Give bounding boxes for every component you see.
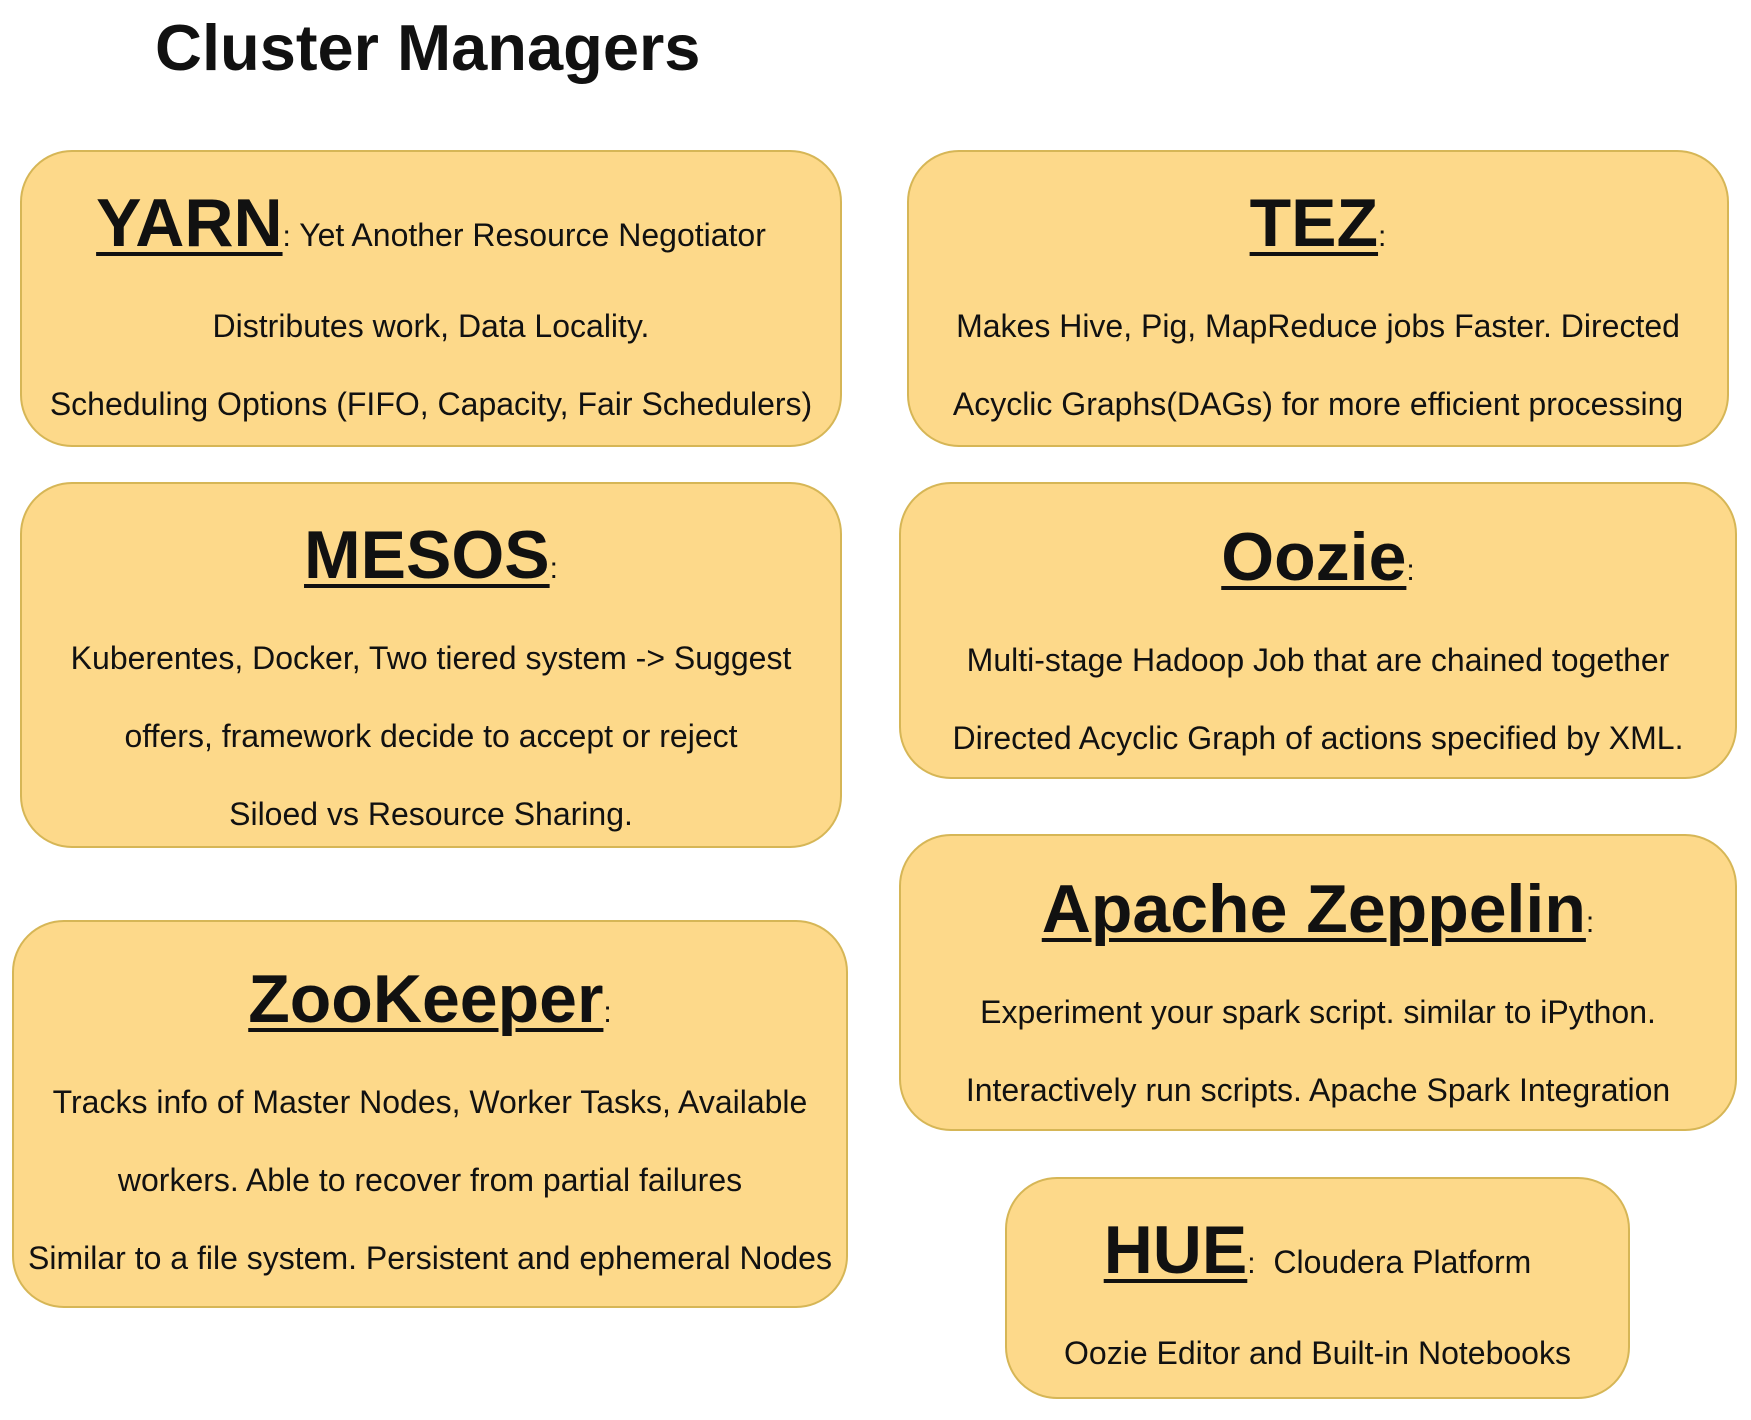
card-colon: : (1406, 554, 1415, 587)
card-subtitle: Cloudera Platform (1255, 1244, 1532, 1280)
card-line: Experiment your spark script. similar to… (980, 994, 1656, 1030)
card-name: TEZ (1249, 185, 1379, 261)
card-line: Scheduling Options (FIFO, Capacity, Fair… (49, 386, 813, 422)
card-name: Oozie (1221, 519, 1407, 595)
card-line: Multi-stage Hadoop Job that are chained … (966, 642, 1670, 678)
card-line: Similar to a file system. Persistent and… (28, 1240, 832, 1276)
card-colon: : (1247, 1247, 1256, 1280)
card-zookeeper: ZooKeeper: Tracks info of Master Nodes, … (12, 920, 848, 1308)
card-heading: MESOS: (22, 510, 840, 619)
card-name: HUE (1103, 1212, 1248, 1288)
card-mesos: MESOS: Kuberentes, Docker, Two tiered sy… (20, 482, 842, 848)
card-colon: : (1585, 906, 1595, 939)
card-name: MESOS (304, 517, 550, 593)
card-line: Acyclic Graphs(DAGs) for more efficient … (952, 386, 1684, 422)
card-colon: : (1378, 220, 1387, 253)
card-zeppelin: Apache Zeppelin: Experiment your spark s… (899, 834, 1737, 1131)
card-heading: Oozie: (901, 512, 1735, 621)
card-name: YARN (96, 185, 283, 261)
card-heading: Apache Zeppelin: (901, 864, 1735, 973)
card-heading: HUE: Cloudera Platform (1007, 1205, 1628, 1314)
page-title: Cluster Managers (155, 11, 701, 84)
card-heading: ZooKeeper: (14, 954, 846, 1063)
card-line: workers. Able to recover from partial fa… (117, 1162, 743, 1198)
card-line: offers, framework decide to accept or re… (124, 718, 738, 754)
card-heading: TEZ: (909, 178, 1727, 287)
card-line: Kuberentes, Docker, Two tiered system ->… (70, 640, 792, 676)
card-line: Tracks info of Master Nodes, Worker Task… (52, 1084, 808, 1120)
card-line: Siloed vs Resource Sharing. (229, 796, 633, 832)
card-heading: YARN: Yet Another Resource Negotiator (22, 178, 840, 287)
card-line: Oozie Editor and Built-in Notebooks (1064, 1335, 1571, 1371)
card-line: Distributes work, Data Locality. (212, 308, 650, 344)
card-hue: HUE: Cloudera Platform Oozie Editor and … (1005, 1177, 1630, 1399)
card-tez: TEZ: Makes Hive, Pig, MapReduce jobs Fas… (907, 150, 1729, 447)
card-line: Makes Hive, Pig, MapReduce jobs Faster. … (956, 308, 1680, 344)
card-line: Directed Acyclic Graph of actions specif… (952, 720, 1684, 756)
card-colon: : (549, 552, 558, 585)
card-colon: : (603, 996, 612, 1029)
card-line: Interactively run scripts. Apache Spark … (965, 1072, 1671, 1108)
card-yarn: YARN: Yet Another Resource Negotiator Di… (20, 150, 842, 447)
card-colon: : (282, 220, 291, 253)
card-name: Apache Zeppelin (1041, 871, 1586, 947)
card-oozie: Oozie: Multi-stage Hadoop Job that are c… (899, 482, 1737, 779)
card-subtitle: Yet Another Resource Negotiator (290, 217, 766, 253)
card-name: ZooKeeper (248, 961, 604, 1037)
